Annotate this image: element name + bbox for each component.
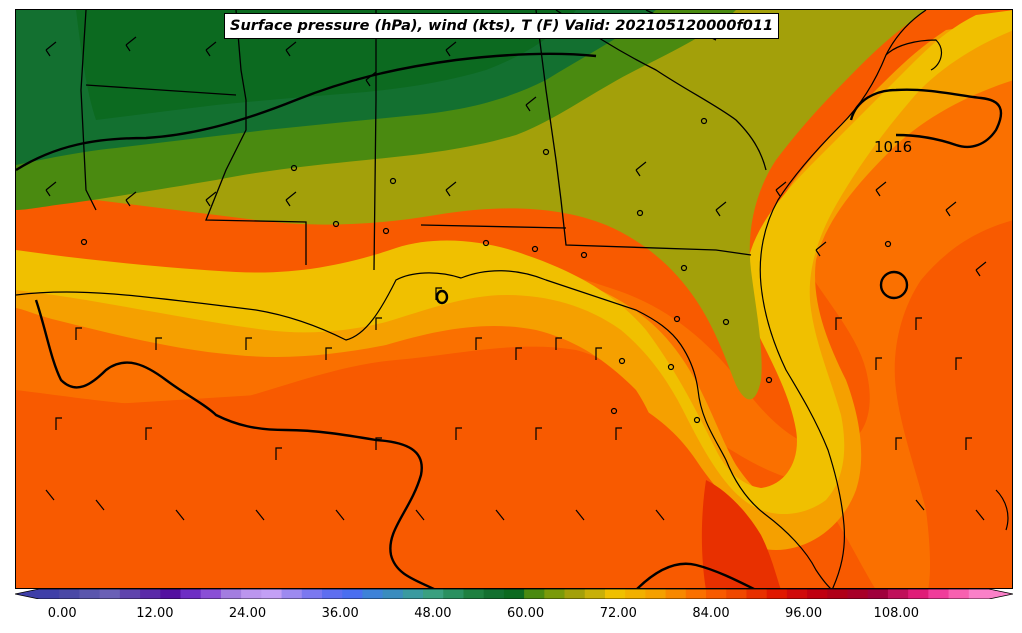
colorbar-segment (726, 589, 748, 599)
colorbar-segment (665, 589, 687, 599)
colorbar-segment (180, 589, 202, 599)
temp-fill-gulf-deep (16, 366, 756, 588)
colorbar-segment (119, 589, 141, 599)
colorbar-segment (584, 589, 606, 599)
temperature-field (16, 10, 1012, 588)
colorbar-segment (706, 589, 727, 599)
colorbar-tick-label: 48.00 (414, 606, 452, 621)
colorbar (15, 589, 1013, 599)
colorbar-segment (281, 589, 303, 599)
colorbar-tick-label: 0.00 (47, 606, 77, 621)
colorbar-tick-label: 84.00 (692, 606, 730, 621)
colorbar-segment (867, 589, 889, 599)
colorbar-segment (887, 589, 909, 599)
colorbar-segment (362, 589, 384, 599)
colorbar-segment (241, 589, 262, 599)
colorbar-segment (766, 589, 788, 599)
colorbar-segment (503, 589, 525, 599)
colorbar-segment (908, 589, 929, 599)
colorbar-segment (625, 589, 646, 599)
colorbar-segment (645, 589, 667, 599)
colorbar-segment (342, 589, 363, 599)
colorbar-segment (402, 589, 424, 599)
colorbar-segment (39, 589, 60, 599)
colorbar-segment (807, 589, 828, 599)
state-boundaries (80, 10, 767, 271)
colorbar-segment (160, 589, 182, 599)
colorbar-segment (746, 589, 768, 599)
colorbar-segment (928, 589, 950, 599)
colorbar-extend-high (989, 589, 1013, 599)
coastline (16, 10, 1009, 588)
map-title: Surface pressure (hPa), wind (kts), T (F… (224, 13, 780, 39)
colorbar-segment (463, 589, 485, 599)
temp-fill-atlantic-deep (894, 220, 1012, 588)
colorbar-tick-label: 108.00 (873, 606, 920, 621)
colorbar-segment (200, 589, 222, 599)
colorbar-segment (544, 589, 566, 599)
colorbar-tick-label: 60.00 (506, 606, 545, 621)
colorbar-segment (423, 589, 444, 599)
colorbar-segment (382, 589, 404, 599)
colorbar-segment (483, 589, 505, 599)
colorbar-tick-label: 24.00 (228, 606, 267, 621)
colorbar-tick-label: 36.00 (321, 606, 359, 621)
colorbar-segment (564, 589, 586, 599)
colorbar-segment (685, 589, 707, 599)
colorbar-segment (79, 589, 101, 599)
temp-fill-yellow-band (16, 10, 1012, 515)
colorbar-segment (220, 589, 242, 599)
colorbar-segment (948, 589, 970, 599)
colorbar-segment (99, 589, 121, 599)
colorbar-segment (604, 589, 626, 599)
isobar-label: 1016 (874, 138, 913, 156)
colorbar-segment (321, 589, 343, 599)
colorbar-segment (140, 589, 161, 599)
colorbar-segment (524, 589, 545, 599)
colorbar-segment (59, 589, 81, 599)
colorbar-tick-labels: 0.00 12.00 24.00 36.00 48.00 60.00 72.00… (0, 606, 1022, 626)
isobars (16, 52, 1003, 588)
colorbar-segment (968, 589, 990, 599)
colorbar-tick-label: 72.00 (599, 606, 637, 621)
colorbar-segment (443, 589, 465, 599)
colorbar-segment (847, 589, 869, 599)
wind-barbs (45, 36, 987, 521)
colorbar-tick-label: 96.00 (784, 606, 823, 621)
colorbar-extend-low (15, 589, 39, 599)
colorbar-tick-label: 12.00 (136, 606, 174, 621)
colorbar-segment (261, 589, 283, 599)
calm-wind-markers (80, 117, 892, 424)
map-panel: 1016 (15, 9, 1013, 589)
weather-map (16, 10, 1012, 588)
temp-fill-warm-band (16, 70, 1012, 588)
temp-fill-gulf-hot (701, 480, 781, 588)
colorbar-segment (786, 589, 808, 599)
colorbar-segment (301, 589, 323, 599)
colorbar-segment (827, 589, 849, 599)
